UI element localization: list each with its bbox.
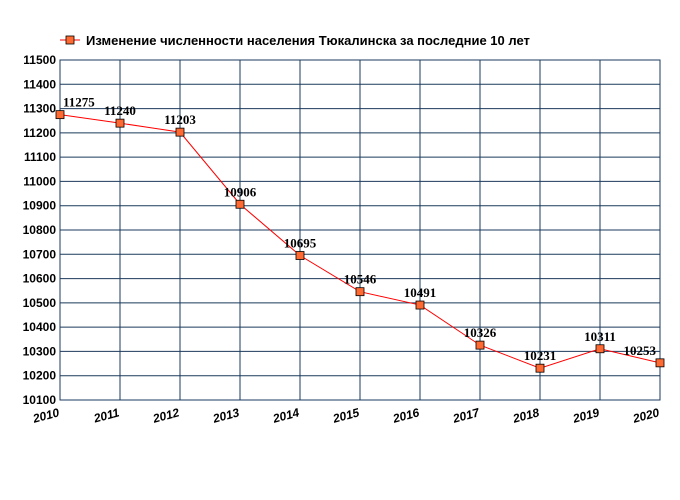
data-point	[595, 344, 605, 354]
x-tick-label: 2012	[150, 405, 181, 426]
data-label: 11203	[164, 112, 196, 127]
data-point	[535, 363, 545, 373]
data-label: 10231	[524, 348, 557, 363]
data-label: 11275	[63, 95, 95, 110]
y-tick-label: 11400	[23, 77, 56, 91]
x-tick-label: 2011	[91, 405, 121, 426]
data-point	[175, 127, 185, 137]
x-axis-tick-labels: 2010 2011 2012 2013 2014 2015 2016 2017 2018 2019…	[30, 405, 661, 426]
y-tick-label: 10200	[23, 369, 57, 383]
y-tick-label: 11500	[23, 53, 56, 67]
data-point	[235, 199, 245, 209]
y-axis-tick-labels: 10100 10200 10300 10400 10500 10600 10700 10800…	[23, 53, 57, 407]
chart-grid	[59, 59, 661, 401]
x-tick-label: 2017	[450, 405, 482, 426]
legend-marker	[65, 35, 75, 45]
data-point	[115, 118, 125, 128]
y-tick-label: 10400	[23, 320, 57, 334]
y-tick-label: 10900	[23, 199, 57, 213]
data-label: 10253	[624, 343, 657, 358]
x-tick-label: 2013	[210, 405, 241, 426]
data-label: 10695	[284, 236, 317, 251]
y-tick-label: 11000	[23, 174, 56, 188]
y-tick-label: 10600	[23, 272, 57, 286]
data-label: 10546	[344, 272, 377, 287]
data-label: 11240	[104, 103, 136, 118]
y-tick-label: 11200	[23, 126, 56, 140]
data-point	[415, 300, 425, 310]
x-tick-label: 2014	[270, 405, 301, 426]
data-label: 10906	[224, 184, 257, 199]
x-tick-label: 2018	[510, 405, 541, 426]
x-tick-label: 2016	[390, 405, 421, 426]
data-point	[55, 110, 65, 120]
data-point	[475, 340, 485, 350]
y-tick-label: 10500	[23, 296, 57, 310]
legend-label: Изменение численности населения Тюкалинс…	[86, 33, 530, 48]
y-tick-label: 10700	[23, 247, 57, 261]
data-point	[355, 287, 365, 297]
data-point	[295, 251, 305, 260]
data-points	[55, 110, 665, 373]
data-labels: 11275 11240 11203 10906 10695 10546 10491 10326…	[63, 95, 657, 364]
x-tick-label: 2019	[570, 405, 601, 426]
y-tick-label: 10300	[23, 344, 57, 358]
y-tick-label: 10800	[23, 223, 57, 237]
data-label: 10491	[404, 285, 437, 300]
y-tick-label: 11300	[23, 102, 56, 116]
data-label: 10311	[584, 329, 616, 344]
x-tick-label: 2010	[30, 405, 61, 426]
data-label: 10326	[464, 325, 497, 340]
y-tick-label: 11100	[24, 150, 56, 164]
x-tick-label: 2020	[630, 405, 661, 426]
data-point	[655, 358, 665, 368]
x-tick-label: 2015	[330, 405, 361, 426]
y-tick-label: 10100	[23, 393, 57, 407]
chart-legend: Изменение численности населения Тюкалинс…	[60, 33, 530, 48]
